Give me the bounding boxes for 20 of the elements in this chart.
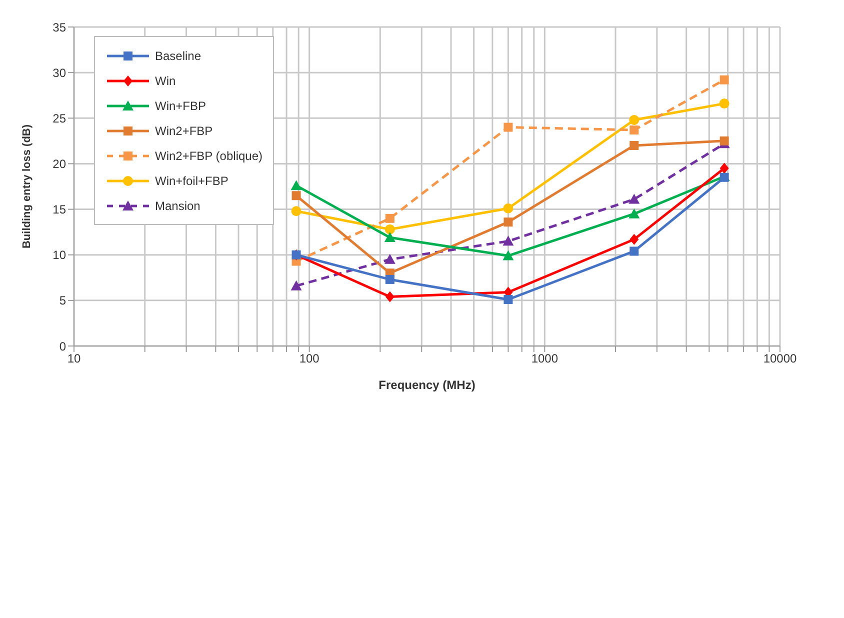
x-axis-title: Frequency (MHz): [378, 378, 476, 392]
y-tick-label: 10: [52, 248, 66, 262]
y-tick-label: 15: [52, 202, 66, 217]
y-tick-label: 0: [59, 339, 66, 354]
y-tick-label: 5: [59, 294, 66, 308]
y-axis-title: Building entry loss (dB): [20, 124, 33, 249]
y-tick-label: 30: [52, 66, 66, 80]
legend-label: Win2+FBP: [155, 124, 213, 138]
legend-label: Win2+FBP (oblique): [155, 148, 262, 162]
y-tick-label: 35: [52, 20, 66, 34]
x-tick-label: 1000: [531, 352, 558, 366]
y-tick-label: 25: [52, 111, 66, 126]
x-tick-label: 100: [299, 352, 320, 366]
x-tick-label: 10000: [763, 352, 798, 366]
legend-label: Mansion: [155, 198, 200, 212]
legend-label: Win+FBP: [155, 98, 206, 112]
legend-label: Win+foil+FBP: [155, 174, 228, 188]
legend-label: Win: [155, 74, 176, 88]
y-tick-label: 20: [52, 156, 66, 171]
legend-label: Baseline: [155, 48, 202, 62]
